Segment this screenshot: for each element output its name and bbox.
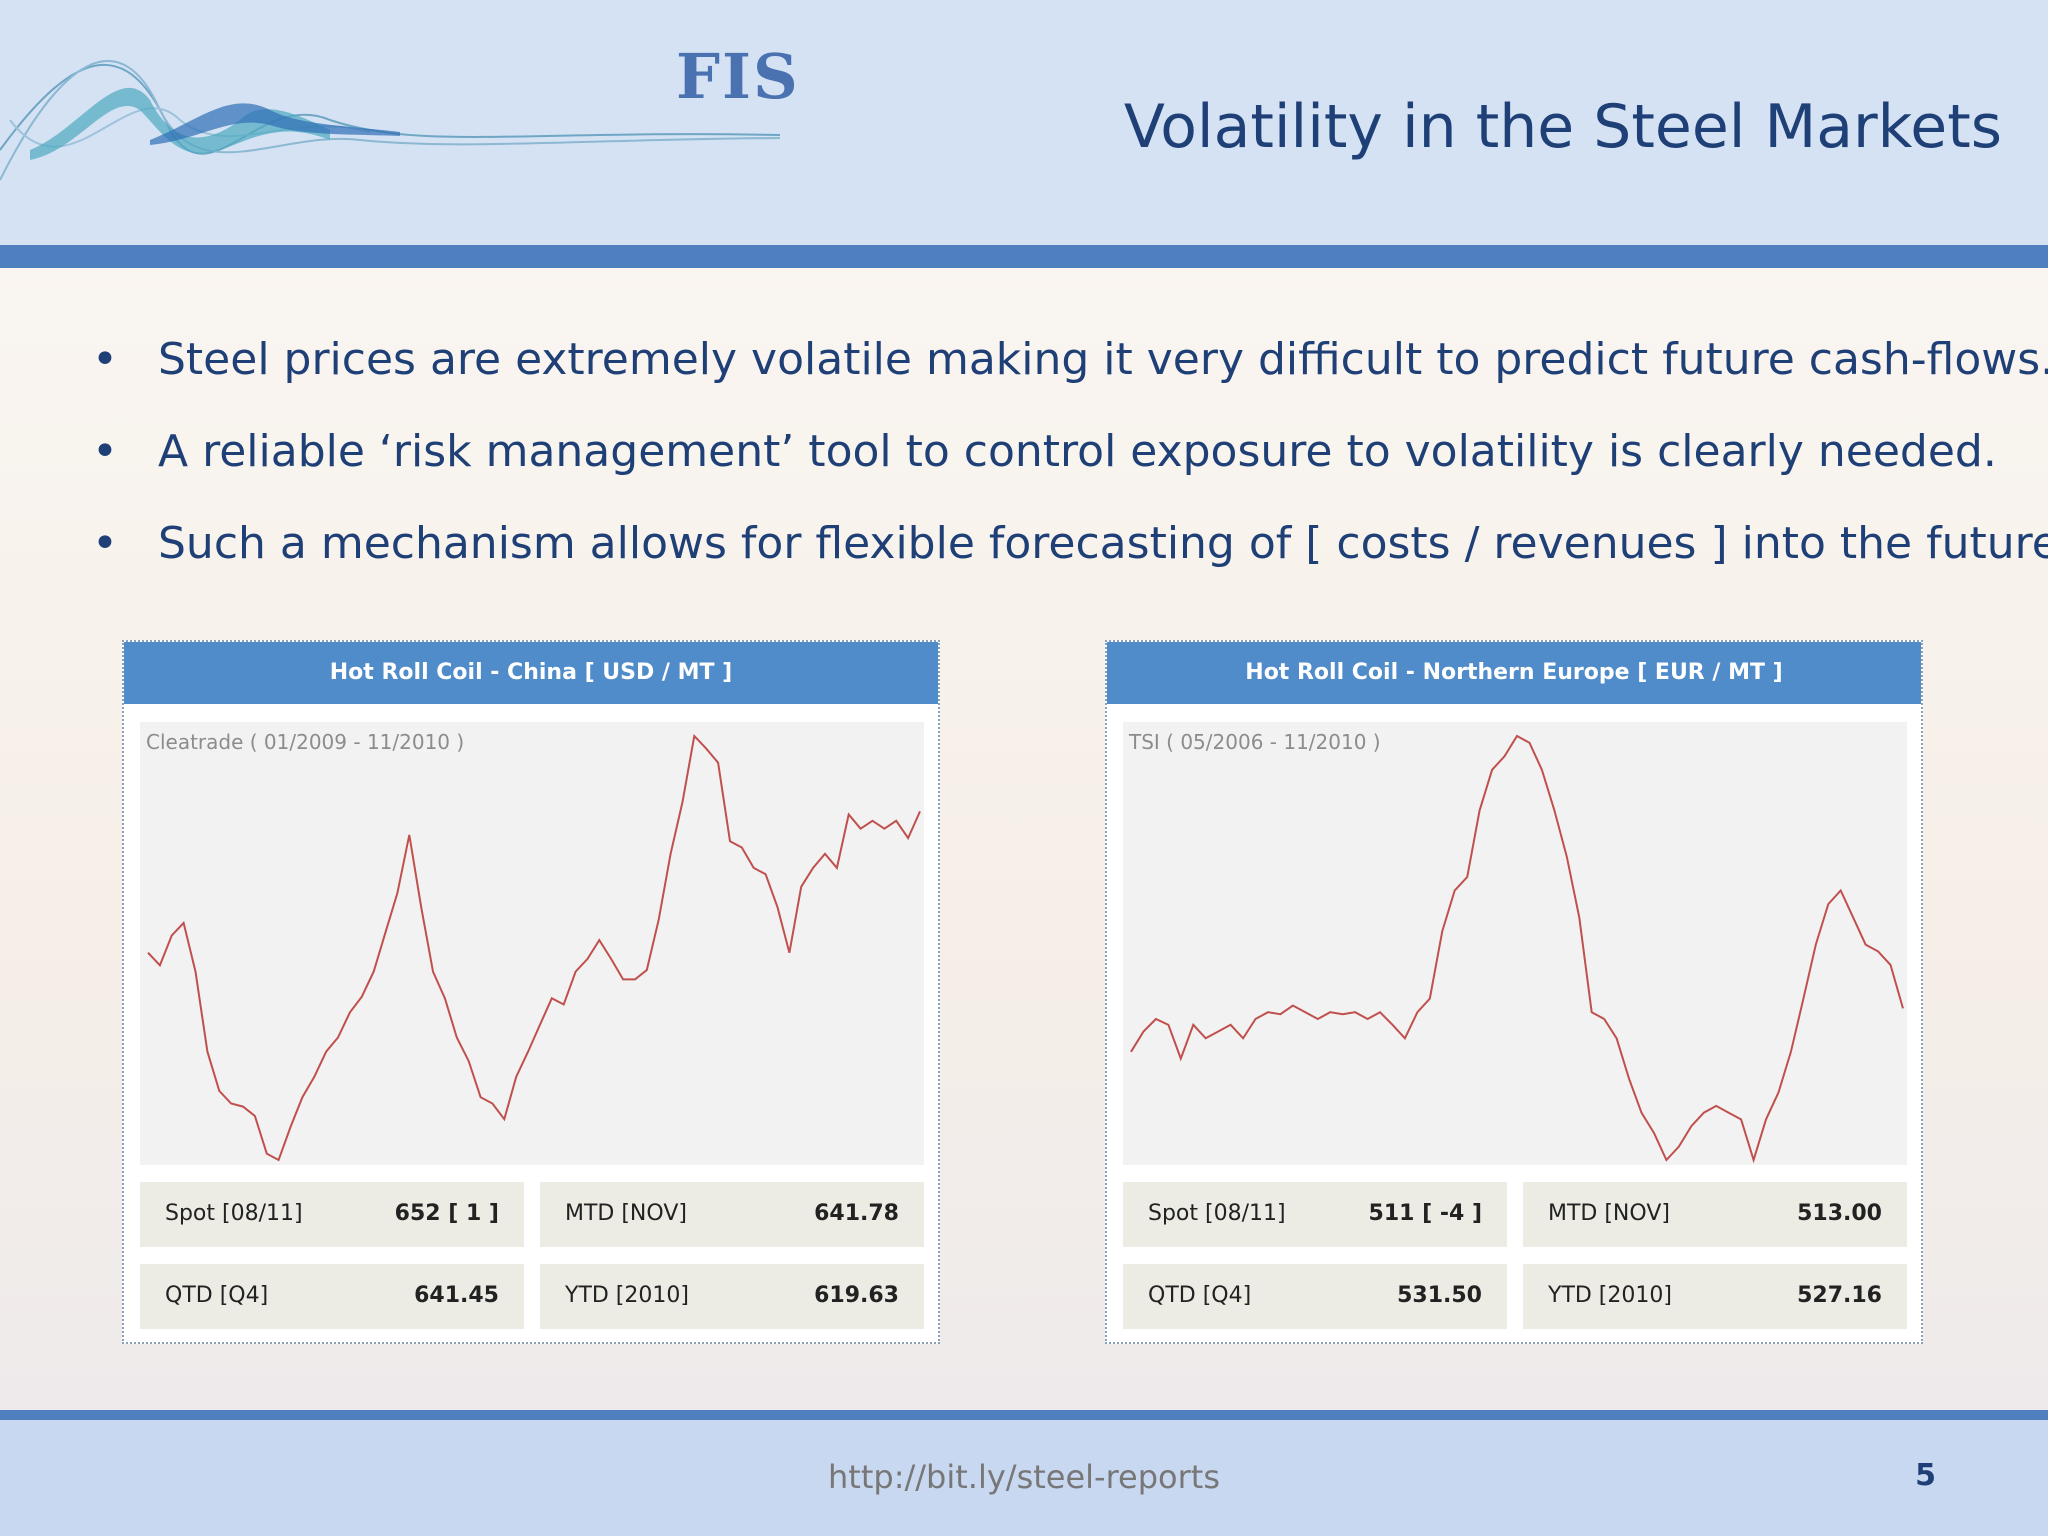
logo-waves <box>0 60 781 181</box>
stat-label: YTD [2010] <box>1548 1283 1672 1308</box>
logo: FIS <box>676 40 800 113</box>
price-line <box>1130 734 1904 1164</box>
bullet-text: A reliable ‘risk management’ tool to con… <box>158 426 1997 477</box>
line-chart <box>1130 734 1904 1164</box>
stat-value: 511 [ -4 ] <box>1368 1201 1482 1226</box>
stat-label: QTD [Q4] <box>165 1283 269 1308</box>
stat-cell: YTD [2010] 619.63 <box>540 1264 924 1329</box>
line-chart <box>147 733 921 1162</box>
stat-value: 652 [ 1 ] <box>394 1201 499 1226</box>
panel-title: Hot Roll Coil - China [ USD / MT ] <box>124 642 938 704</box>
stat-label: QTD [Q4] <box>1148 1283 1252 1308</box>
bullet-text: Steel prices are extremely volatile maki… <box>158 334 2048 385</box>
stat-cell: MTD [NOV] 513.00 <box>1523 1182 1907 1247</box>
plot-area: Cleatrade ( 01/2009 - 11/2010 ) <box>140 722 924 1165</box>
stat-value: 513.00 <box>1797 1201 1882 1226</box>
stat-label: MTD [NOV] <box>1548 1201 1670 1226</box>
stat-label: MTD [NOV] <box>565 1201 687 1226</box>
stat-value: 527.16 <box>1797 1283 1882 1308</box>
stat-value: 641.78 <box>814 1201 899 1226</box>
plot-area: TSI ( 05/2006 - 11/2010 ) <box>1123 722 1907 1165</box>
page-number: 5 <box>1915 1458 1936 1493</box>
source-note: Cleatrade ( 01/2009 - 11/2010 ) <box>146 730 465 754</box>
chart-panel: Hot Roll Coil - Northern Europe [ EUR / … <box>1105 640 1923 1344</box>
stat-label: Spot [08/11] <box>1148 1201 1286 1226</box>
stat-value: 641.45 <box>414 1283 499 1308</box>
header: FIS Volatility in the Steel Markets <box>0 0 2048 245</box>
stat-cell: QTD [Q4] 531.50 <box>1123 1264 1507 1329</box>
footer-url: http://bit.ly/steel-reports <box>828 1458 1220 1496</box>
stat-value: 619.63 <box>814 1283 899 1308</box>
source-note: TSI ( 05/2006 - 11/2010 ) <box>1129 730 1381 754</box>
stat-label: YTD [2010] <box>565 1283 689 1308</box>
bullet: • Such a mechanism allows for flexible fo… <box>92 518 2048 569</box>
slide-title: Volatility in the Steel Markets <box>1123 92 2002 162</box>
footer: http://bit.ly/steel-reports 5 <box>0 1420 2048 1536</box>
stat-value: 531.50 <box>1397 1283 1482 1308</box>
stat-cell: YTD [2010] 527.16 <box>1523 1264 1907 1329</box>
stat-cell: QTD [Q4] 641.45 <box>140 1264 524 1329</box>
bullet-text: Such a mechanism allows for flexible for… <box>158 518 2048 569</box>
footer-bar <box>0 1410 2048 1420</box>
stat-cell: Spot [08/11] 652 [ 1 ] <box>140 1182 524 1247</box>
bullet: • A reliable ‘risk management’ tool to co… <box>92 426 1997 477</box>
bullet: • Steel prices are extremely volatile mak… <box>92 334 2048 385</box>
panel-title: Hot Roll Coil - Northern Europe [ EUR / … <box>1107 642 1921 704</box>
stat-label: Spot [08/11] <box>165 1201 303 1226</box>
stat-cell: MTD [NOV] 641.78 <box>540 1182 924 1247</box>
stat-cell: Spot [08/11] 511 [ -4 ] <box>1123 1182 1507 1247</box>
chart-panel: Hot Roll Coil - China [ USD / MT ] Cleatr… <box>122 640 940 1344</box>
price-line <box>147 733 921 1162</box>
header-bar <box>0 245 2048 268</box>
